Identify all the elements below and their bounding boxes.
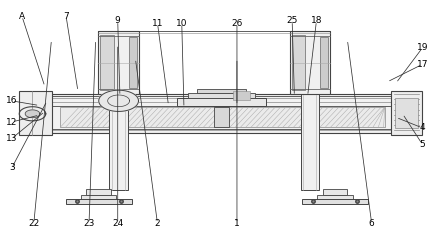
Bar: [109, 94, 128, 190]
Bar: [66, 199, 132, 205]
Text: 24: 24: [112, 219, 123, 228]
Bar: [60, 107, 385, 127]
Bar: [300, 94, 319, 190]
Text: 18: 18: [311, 16, 322, 25]
Bar: [292, 35, 305, 90]
Bar: [391, 91, 423, 135]
Bar: [197, 89, 246, 93]
Text: 16: 16: [6, 96, 17, 105]
Text: 6: 6: [369, 219, 374, 228]
Text: 10: 10: [176, 18, 187, 27]
Text: 19: 19: [417, 43, 428, 52]
Bar: [233, 91, 250, 100]
Text: 1: 1: [234, 219, 240, 228]
Text: 7: 7: [63, 12, 69, 21]
Text: 23: 23: [83, 219, 95, 228]
Bar: [395, 98, 418, 128]
Bar: [320, 37, 328, 88]
Text: 22: 22: [28, 219, 39, 228]
Text: 3: 3: [9, 164, 15, 173]
Text: 2: 2: [155, 219, 160, 228]
Bar: [86, 189, 111, 195]
Polygon shape: [99, 90, 139, 111]
Bar: [19, 91, 52, 135]
Bar: [177, 98, 266, 105]
Text: 5: 5: [420, 140, 425, 149]
Bar: [81, 195, 117, 200]
Text: 13: 13: [6, 134, 17, 143]
Polygon shape: [25, 110, 40, 118]
Bar: [98, 31, 139, 94]
Bar: [188, 93, 255, 98]
Bar: [323, 189, 347, 195]
Bar: [317, 195, 353, 200]
Text: 4: 4: [420, 123, 425, 132]
Text: 17: 17: [417, 60, 428, 69]
Text: 26: 26: [231, 18, 243, 27]
Text: 9: 9: [115, 16, 120, 25]
Text: 11: 11: [152, 18, 163, 27]
Bar: [129, 37, 137, 88]
Text: 12: 12: [6, 118, 17, 127]
Bar: [101, 35, 114, 90]
Text: A: A: [19, 12, 25, 21]
Text: 25: 25: [287, 16, 298, 25]
Bar: [214, 107, 229, 127]
Bar: [302, 199, 368, 205]
Bar: [290, 31, 330, 94]
Bar: [31, 94, 400, 133]
